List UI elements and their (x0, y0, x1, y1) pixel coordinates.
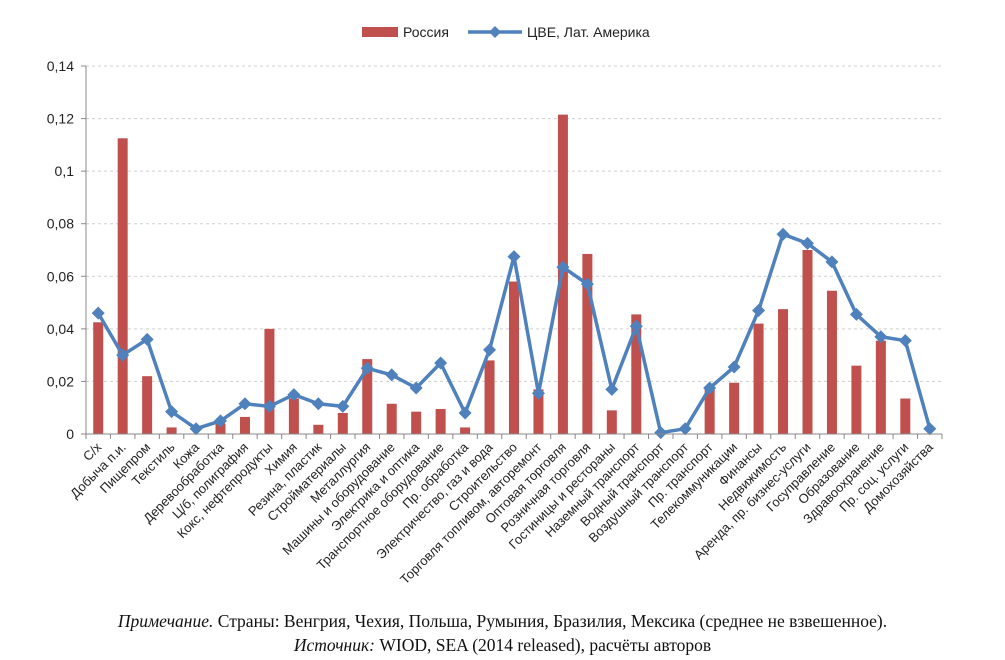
bar-russia (288, 398, 299, 434)
y-tick-label: 0,08 (47, 216, 74, 232)
bar-russia (606, 410, 617, 434)
point-cee-latam (483, 343, 497, 357)
bar-russia (729, 382, 740, 434)
point-cee-latam (189, 422, 203, 436)
bar-russia (386, 403, 397, 434)
y-tick-label: 0,1 (55, 163, 75, 179)
bar-russia (313, 424, 324, 434)
point-cee-latam (800, 236, 814, 250)
legend-label-cee-latam: ЦВЕ, Лат. Америка (527, 24, 650, 40)
point-cee-latam (311, 397, 325, 411)
point-cee-latam (385, 368, 399, 382)
bar-russia (460, 427, 471, 434)
point-cee-latam (531, 386, 545, 400)
point-cee-latam (849, 307, 863, 321)
point-cee-latam (116, 348, 130, 362)
point-cee-latam (629, 319, 643, 333)
point-cee-latam (874, 330, 888, 344)
point-cee-latam (360, 361, 374, 375)
point-cee-latam (140, 332, 154, 346)
note-text: Страны: Венгрия, Чехия, Польша, Румыния,… (213, 611, 888, 631)
bar-russia (778, 309, 789, 434)
point-cee-latam (678, 422, 692, 436)
y-tick-label: 0,04 (47, 321, 74, 337)
point-cee-latam (262, 399, 276, 413)
axes (81, 65, 943, 439)
point-cee-latam (727, 360, 741, 374)
bar-russia (875, 340, 886, 434)
point-cee-latam (507, 250, 521, 264)
point-cee-latam (91, 306, 105, 320)
bar-russia (264, 328, 275, 434)
point-cee-latam (923, 422, 937, 436)
bar-russia (362, 359, 373, 434)
bar-russia (117, 138, 128, 435)
bar-russia (337, 412, 348, 434)
legend-swatch-russia (362, 27, 398, 37)
point-cee-latam (776, 227, 790, 241)
y-tick-label: 0,12 (47, 111, 74, 127)
bar-russia (142, 376, 153, 434)
legend: Россия ЦВЕ, Лат. Америка (362, 24, 650, 40)
bar-russia (533, 389, 544, 434)
bar-russia (166, 427, 177, 434)
point-cee-latam (287, 388, 301, 402)
bar-russia (582, 253, 593, 434)
legend-label-russia: Россия (403, 24, 449, 40)
source-label: Источник: (293, 635, 375, 655)
point-cee-latam (238, 397, 252, 411)
bar-russia (802, 250, 813, 434)
y-tick-label: 0,02 (47, 373, 74, 389)
y-tick-labels: 0 0,02 0,04 0,06 0,08 0,1 0,12 0,14 (47, 58, 74, 442)
bar-russia (411, 411, 422, 434)
point-cee-latam (703, 381, 717, 395)
point-cee-latam (214, 414, 228, 428)
y-tick-label: 0,14 (47, 58, 74, 74)
bar-russia (826, 290, 837, 434)
point-cee-latam (654, 426, 668, 440)
bar-russia (900, 398, 911, 434)
bar-russia (851, 365, 862, 434)
bar-russia (215, 423, 226, 434)
note-label: Примечание. (117, 611, 214, 631)
point-cee-latam (580, 277, 594, 291)
point-cee-latam (898, 334, 912, 348)
bar-russia (753, 323, 764, 434)
source-text: WIOD, SEA (2014 released), расчёты автор… (375, 635, 712, 655)
chart: Россия ЦВЕ, Лат. Америка 0 0,02 0,04 0,06 0,0… (47, 24, 943, 587)
point-cee-latam (752, 303, 766, 317)
point-cee-latam (605, 382, 619, 396)
line-cee-latam (91, 227, 937, 440)
y-tick-label: 0 (66, 426, 74, 442)
point-cee-latam (434, 356, 448, 370)
bar-russia (509, 281, 519, 434)
bar-russia (484, 360, 495, 434)
legend-marker-cee-latam (489, 26, 501, 38)
footnote-note: Примечание. Страны: Венгрия, Чехия, Поль… (0, 611, 1005, 632)
point-cee-latam (458, 406, 472, 420)
point-cee-latam (165, 405, 179, 419)
bar-russia (435, 409, 446, 434)
bar-russia (239, 416, 250, 434)
bar-russia (93, 322, 104, 434)
point-cee-latam (336, 399, 350, 413)
bar-russia (704, 388, 715, 434)
point-cee-latam (825, 255, 839, 269)
point-cee-latam (556, 260, 570, 274)
point-cee-latam (409, 381, 423, 395)
footnote-source: Источник: WIOD, SEA (2014 released), рас… (0, 635, 1005, 656)
bars-russia (93, 114, 911, 435)
bar-russia (631, 314, 642, 434)
y-tick-label: 0,06 (47, 268, 74, 284)
